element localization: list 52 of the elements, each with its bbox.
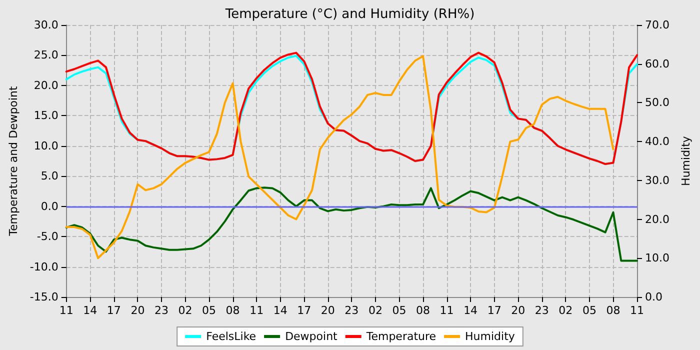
- legend-label: Humidity: [465, 330, 516, 343]
- y-tick-label: 5.0: [40, 170, 58, 183]
- y2-tick-label: 30.0: [645, 174, 670, 187]
- x-tick-label: 17: [487, 304, 502, 317]
- y-tick-label: 30.0: [34, 18, 58, 32]
- y-tick-label: 10.0: [34, 139, 58, 152]
- x-tick-label: 20: [511, 304, 526, 317]
- x-tick-label: 23: [154, 304, 168, 317]
- x-tick-label: 17: [106, 304, 121, 317]
- x-tick-label: 02: [178, 304, 192, 317]
- y2-tick-label: 70.0: [645, 18, 670, 32]
- x-tick-label: 05: [392, 304, 406, 317]
- x-tick-label: 20: [130, 304, 145, 317]
- legend-label: Dewpoint: [285, 330, 338, 343]
- y2-tick-label: 60.0: [645, 57, 670, 70]
- y2-tick-label: 20.0: [645, 212, 670, 226]
- x-tick-label: 11: [59, 304, 74, 317]
- x-tick-label: 14: [464, 304, 478, 317]
- x-tick-label: 11: [630, 304, 644, 317]
- y-tick-label: 25.0: [34, 48, 58, 62]
- x-tick-label: 08: [606, 304, 620, 317]
- y-tick-label: 0.0: [40, 200, 58, 213]
- y2-tick-label: 40.0: [645, 135, 670, 148]
- x-tick-label: 05: [202, 304, 216, 317]
- y-axis-title: Temperature and Dewpoint: [7, 85, 20, 237]
- y2-tick-label: 50.0: [645, 96, 670, 110]
- y2-tick-label: 0.0: [645, 290, 662, 304]
- x-tick-label: 02: [368, 304, 382, 317]
- x-tick-label: 11: [440, 304, 454, 317]
- y2-axis-title: Humidity: [679, 136, 692, 186]
- line-series: [65, 186, 638, 262]
- x-tick-label: 05: [582, 304, 596, 317]
- x-tick-label: 17: [297, 304, 312, 317]
- y2-tick-label: 10.0: [645, 252, 670, 265]
- x-tick-label: 08: [416, 304, 430, 317]
- chart-title: Temperature (°C) and Humidity (RH%): [224, 7, 475, 22]
- line-series: [65, 55, 614, 260]
- x-tick-label: 14: [273, 304, 288, 317]
- x-tick-label: 11: [250, 304, 264, 317]
- x-tick-label: 08: [226, 304, 240, 317]
- y-tick-label: 20.0: [34, 78, 58, 92]
- legend-label: Temperature: [365, 330, 436, 343]
- x-tick-label: 02: [558, 304, 573, 317]
- x-tick-label: 20: [320, 304, 335, 317]
- x-tick-label: 14: [83, 304, 98, 317]
- x-tick-label: 23: [534, 304, 549, 317]
- y-tick-label: -10.0: [30, 260, 58, 274]
- y-tick-label: -15.0: [30, 290, 58, 304]
- x-tick-label: 23: [344, 304, 359, 317]
- legend-label: FeelsLike: [206, 330, 256, 343]
- y-tick-label: -5.0: [36, 230, 58, 244]
- y-tick-label: 15.0: [34, 109, 58, 122]
